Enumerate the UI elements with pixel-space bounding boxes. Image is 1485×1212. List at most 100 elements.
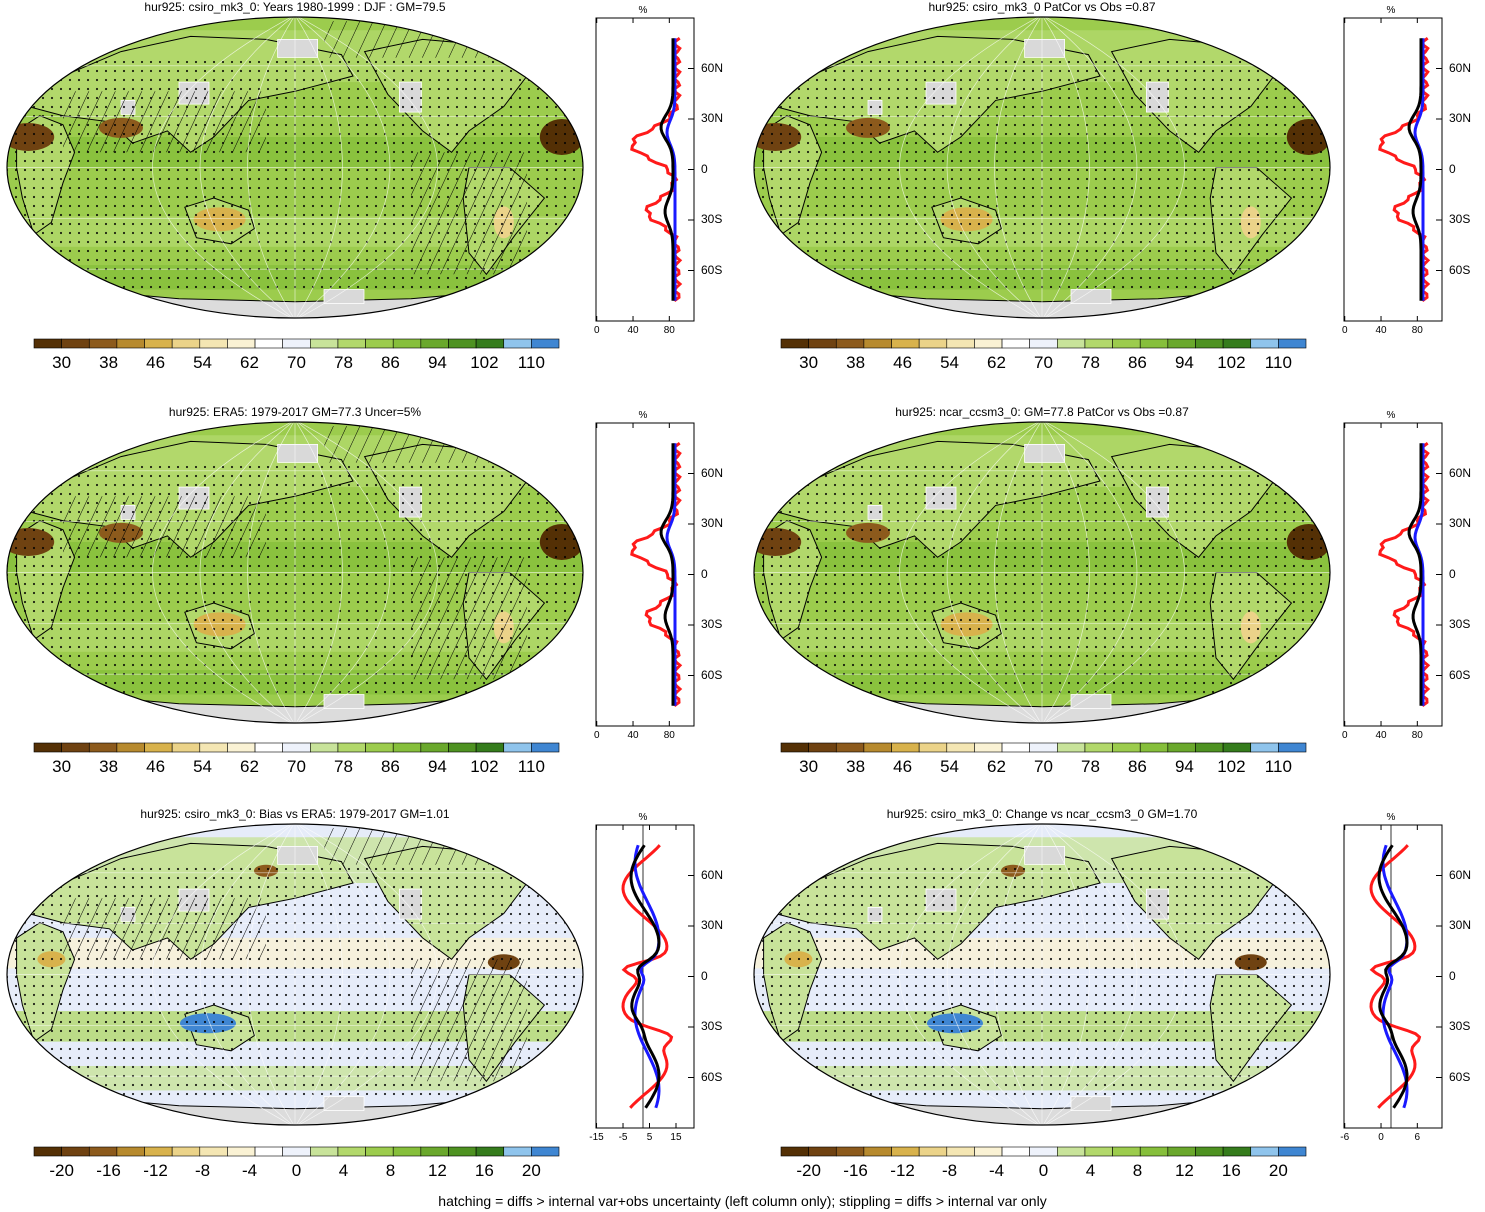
zonal-mean-plot [595, 17, 695, 322]
colorbar-swatch [1084, 1146, 1113, 1157]
colorbar-swatch [503, 742, 532, 753]
colorbar-swatch [835, 1146, 865, 1157]
colorbar-label: 38 [846, 353, 866, 372]
panel-title: hur925: csiro_mk3_0: Change vs ncar_ccsm… [886, 807, 1198, 821]
colorbar-swatch [254, 338, 283, 349]
colorbar-swatch [808, 338, 837, 349]
zonal-xtick-label: 0 [593, 325, 600, 336]
colorbar-swatch [88, 742, 118, 753]
colorbar-label: -16 [96, 1161, 121, 1180]
colorbar-label: 102 [470, 757, 499, 776]
colorbar-swatch [392, 338, 422, 349]
colorbar-swatch [863, 1146, 892, 1157]
colorbar-swatch [61, 742, 90, 753]
panel-title: hur925: csiro_mk3_0: Bias vs ERA5: 1979-… [140, 807, 450, 821]
colorbar-swatch [475, 1146, 505, 1157]
latitude-label: 60N [1449, 465, 1472, 480]
colorbar-swatch [254, 1146, 283, 1157]
colorbar-label: 94 [1174, 353, 1194, 372]
zonal-xtick-label: 0 [1341, 325, 1348, 336]
colorbar-swatch [116, 338, 145, 349]
zonal-xtick-label: 0 [593, 730, 600, 741]
colorbar-swatch [171, 742, 201, 753]
colorbar-label: 46 [146, 757, 166, 776]
colorbar-swatch [1057, 338, 1086, 349]
zonal-xtick-label: 6 [1414, 1132, 1421, 1143]
panel-title: hur925: csiro_mk3_0 PatCor vs Obs =0.87 [928, 0, 1156, 14]
map-p5 [6, 823, 584, 1126]
latitude-label: 60N [701, 465, 724, 480]
colorbar-swatch [1278, 338, 1307, 349]
latitude-label: 60S [701, 262, 723, 277]
panel-title: hur925: ERA5: 1979-2017 GM=77.3 Uncer=5% [168, 405, 422, 419]
missing-data-box [323, 1096, 365, 1111]
colorbar-label: 86 [1127, 757, 1147, 776]
colorbar-label: 110 [517, 353, 545, 372]
map-p3 [6, 421, 584, 724]
map-p2 [753, 16, 1331, 319]
colorbar-label: 4 [1085, 1161, 1096, 1180]
colorbar-label: -8 [941, 1161, 958, 1180]
colorbar-swatch [918, 338, 948, 349]
colorbar-label: -12 [890, 1161, 915, 1180]
colorbar-swatch [365, 742, 394, 753]
colorbar-swatch [531, 742, 560, 753]
map-p1 [6, 16, 584, 319]
colorbar-swatch [420, 742, 449, 753]
colorbar-label: 70 [1034, 353, 1053, 372]
colorbar-swatch [1001, 1146, 1030, 1157]
colorbar-swatch [337, 338, 366, 349]
map-p4 [753, 421, 1331, 724]
colorbar-swatch [891, 1146, 920, 1157]
colorbar-label: -16 [843, 1161, 868, 1180]
colorbar-label: 78 [334, 353, 353, 372]
missing-data-box [1070, 1096, 1112, 1111]
colorbar-swatch [448, 1146, 477, 1157]
colorbar-swatch [1195, 742, 1224, 753]
zonal-mean-plot [1343, 17, 1443, 322]
colorbar-swatch [835, 338, 865, 349]
colorbar-label: 20 [1268, 1161, 1288, 1180]
colorbar-swatch [61, 338, 90, 349]
zonal-xtick-label: 40 [627, 730, 639, 741]
colorbar-swatch [282, 1146, 311, 1157]
latitude-label: 60N [701, 60, 724, 75]
latitude-label: 30N [1449, 516, 1472, 530]
colorbar-label: 70 [287, 353, 306, 372]
missing-data-box [1070, 694, 1112, 709]
latitude-label: 0 [701, 161, 708, 176]
colorbar-swatch [420, 338, 449, 349]
colorbar-swatch [227, 338, 256, 349]
colorbar-label: 54 [193, 757, 213, 776]
latitude-label: 60S [1449, 667, 1471, 682]
colorbar [33, 742, 560, 753]
colorbar-label: 12 [427, 1161, 447, 1180]
colorbar-swatch [420, 1146, 449, 1157]
zonal-xtick-label: -6 [1340, 1132, 1350, 1143]
colorbar-swatch [310, 742, 339, 753]
colorbar-label: 62 [987, 353, 1006, 372]
colorbar [33, 338, 560, 349]
colorbar-swatch [1057, 1146, 1086, 1157]
zonal-xtick-label: 15 [670, 1132, 682, 1143]
zonal-xtick-label: 80 [1411, 730, 1423, 741]
colorbar-label: 46 [146, 353, 166, 372]
missing-data-box [1024, 443, 1066, 463]
colorbar-label: 20 [521, 1161, 541, 1180]
zonal-xtick-label: 5 [646, 1132, 653, 1143]
colorbar-label: 30 [52, 353, 72, 372]
zonal-mean-plot [1343, 824, 1443, 1129]
colorbar-label: 30 [799, 757, 819, 776]
colorbar [780, 742, 1307, 753]
zonal-unit-label: % [638, 812, 648, 823]
latitude-label: 0 [701, 566, 708, 581]
colorbar-swatch [974, 1146, 1003, 1157]
zonal-xtick-label: -15 [589, 1132, 604, 1143]
colorbar-swatch [1001, 338, 1030, 349]
colorbar-swatch [1222, 742, 1252, 753]
zonal-xtick-label: 40 [627, 325, 639, 336]
colorbar-swatch [974, 742, 1003, 753]
colorbar-label: 102 [470, 353, 499, 372]
colorbar-label: 70 [287, 757, 306, 776]
colorbar-label: 54 [940, 757, 960, 776]
